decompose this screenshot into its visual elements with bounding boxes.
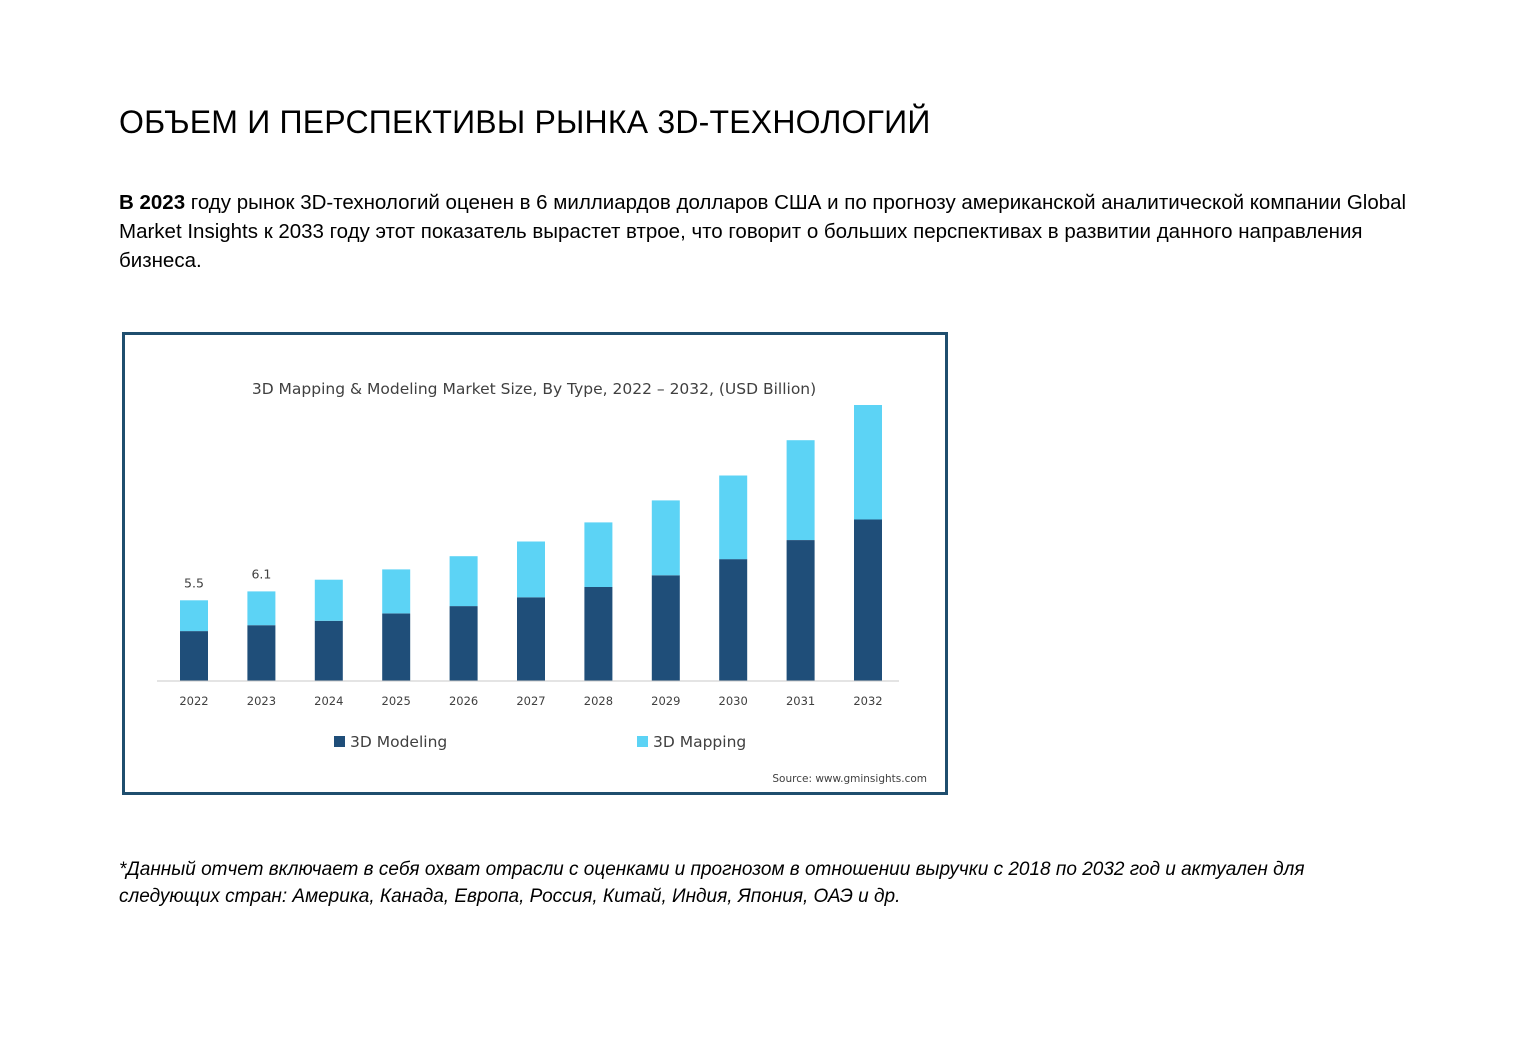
chart-frame: 3D Mapping & Modeling Market Size, By Ty… [122, 332, 948, 795]
chart-source: Source: www.gminsights.com [772, 773, 927, 785]
x-tick-2031: 2031 [786, 694, 815, 708]
bar-3d-modeling-2028 [584, 587, 613, 681]
x-tick-2024: 2024 [314, 694, 343, 708]
bar-3d-mapping-2031 [786, 440, 815, 540]
x-tick-2027: 2027 [516, 694, 545, 708]
intro-paragraph: В 2023 году рынок 3D-технологий оценен в… [119, 188, 1419, 275]
bar-3d-mapping-2028 [584, 522, 613, 587]
data-labels: 5.5 6.1 [184, 566, 271, 590]
bar-3d-mapping-2022 [180, 600, 208, 632]
bar-3d-modeling-2031 [786, 540, 815, 681]
bar-3d-modeling-2025 [382, 613, 411, 681]
x-tick-2026: 2026 [449, 694, 478, 708]
legend: 3D Modeling 3D Mapping [334, 733, 746, 751]
legend-label-3d-modeling: 3D Modeling [350, 733, 447, 751]
bars-group [180, 405, 882, 681]
x-tick-2028: 2028 [584, 694, 613, 708]
data-label-2023: 6.1 [251, 566, 271, 581]
intro-text: году рынок 3D-технологий оценен в 6 милл… [119, 191, 1407, 272]
footnote: *Данный отчет включает в себя охват отра… [119, 859, 1305, 907]
bar-3d-modeling-2022 [180, 631, 208, 681]
data-label-2022: 5.5 [184, 575, 204, 590]
bar-3d-mapping-2032 [854, 405, 882, 520]
bar-3d-mapping-2029 [651, 500, 680, 576]
bar-3d-mapping-2025 [382, 569, 411, 614]
legend-swatch-3d-modeling [334, 736, 345, 747]
bar-3d-modeling-2030 [719, 559, 748, 681]
x-tick-2030: 2030 [719, 694, 748, 708]
bar-3d-modeling-2023 [247, 625, 276, 681]
page-title: ОБЪЕМ И ПЕРСПЕКТИВЫ РЫНКА 3D-ТЕХНОЛОГИЙ [119, 104, 931, 140]
bar-3d-mapping-2027 [517, 541, 545, 598]
market-size-chart: 3D Mapping & Modeling Market Size, By Ty… [157, 380, 927, 785]
legend-swatch-3d-mapping [637, 736, 648, 747]
legend-label-3d-mapping: 3D Mapping [653, 733, 746, 751]
x-tick-2029: 2029 [651, 694, 680, 708]
bar-3d-modeling-2024 [314, 620, 343, 681]
x-tick-2023: 2023 [247, 694, 276, 708]
bar-3d-modeling-2029 [651, 575, 680, 681]
bar-3d-modeling-2026 [449, 606, 478, 681]
bar-3d-mapping-2023 [247, 591, 276, 626]
bar-3d-mapping-2030 [719, 475, 748, 560]
chart-title: 3D Mapping & Modeling Market Size, By Ty… [252, 380, 816, 398]
bar-3d-modeling-2027 [517, 597, 545, 681]
x-tick-2022: 2022 [179, 694, 208, 708]
x-tick-2032: 2032 [853, 694, 882, 708]
x-tick-2025: 2025 [382, 694, 411, 708]
intro-bold-year: В 2023 [119, 191, 186, 214]
x-tick-labels: 2022 2023 2024 2025 2026 2027 2028 2029 2030 2031… [179, 694, 882, 708]
bar-3d-modeling-2032 [854, 519, 882, 681]
bar-3d-mapping-2024 [314, 579, 343, 621]
bar-3d-mapping-2026 [449, 556, 478, 607]
